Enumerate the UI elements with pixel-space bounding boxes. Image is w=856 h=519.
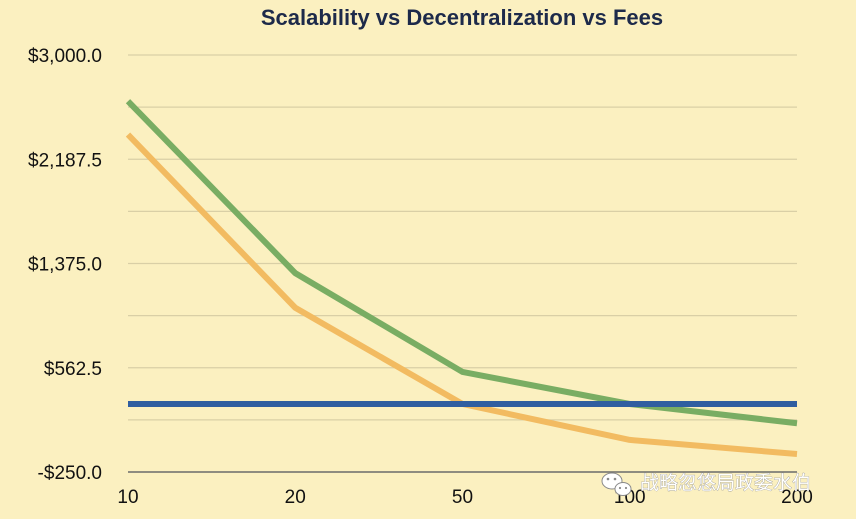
y-tick-label: $1,375.0 xyxy=(28,255,102,276)
x-axis-ticks: 10 20 50 100 200 xyxy=(117,487,812,508)
y-tick-label: $3,000.0 xyxy=(28,46,102,67)
gridlines xyxy=(128,54,797,473)
y-tick-label: $562.5 xyxy=(44,359,102,380)
wechat-icon xyxy=(601,472,632,496)
y-axis-ticks: $3,000.0 $2,187.5 $1,375.0 $562.5 -$250.0 xyxy=(28,46,102,484)
y-tick-label: $2,187.5 xyxy=(28,150,102,171)
x-tick-label: 20 xyxy=(285,487,306,508)
watermark-text: 战略忽悠局政委水伯 xyxy=(640,472,811,494)
series-lines xyxy=(125,99,798,458)
x-tick-label: 10 xyxy=(117,487,138,508)
series-line-green xyxy=(125,99,798,427)
y-tick-label: -$250.0 xyxy=(38,463,102,484)
chart-title: Scalability vs Decentralization vs Fees xyxy=(261,5,663,30)
x-tick-label: 200 xyxy=(781,487,813,508)
watermark: 战略忽悠局政委水伯 xyxy=(601,472,811,496)
x-tick-label: 50 xyxy=(452,487,473,508)
